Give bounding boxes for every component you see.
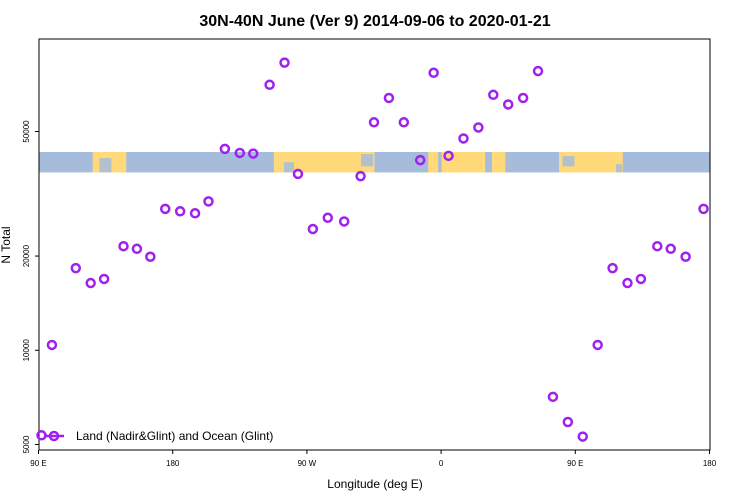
y-tick-label: 5000 [22, 435, 31, 453]
data-point [473, 122, 484, 133]
map-coast-detail [99, 158, 112, 173]
data-point [85, 277, 96, 289]
x-tick-label: 0 [439, 459, 444, 468]
data-point [680, 251, 691, 262]
map-coast-detail [361, 154, 374, 167]
map-coast-detail [616, 164, 623, 173]
data-point [307, 223, 319, 235]
y-tick-label: 20000 [22, 244, 31, 267]
data-point [70, 262, 82, 274]
data-point [322, 212, 334, 224]
data-point [279, 57, 290, 68]
data-point [292, 168, 304, 180]
data-point [622, 277, 633, 289]
x-axis-label: Longitude (deg E) [327, 477, 422, 491]
y-tick-label: 50000 [22, 120, 31, 143]
map-ocean-segment [374, 152, 429, 173]
data-point [46, 339, 58, 351]
data-point [247, 148, 259, 159]
data-point [174, 206, 186, 217]
plot-frame [38, 38, 711, 451]
data-point [488, 89, 499, 101]
data-point [635, 273, 647, 285]
data-point [532, 65, 544, 77]
legend: Land (Nadir&Glint) and Ocean (Glint) [44, 429, 273, 443]
data-point [383, 92, 395, 104]
x-tick-label: 180 [166, 459, 180, 468]
x-tick-label: 180 [703, 459, 717, 468]
map-ocean-segment [622, 152, 710, 173]
data-point [592, 339, 603, 351]
y-axis: 5000 10000 20000 50000 [22, 120, 39, 453]
chart-title: 30N-40N June (Ver 9) 2014-09-06 to 2020-… [199, 13, 550, 30]
data-point [562, 416, 574, 428]
map-ocean-segment [438, 152, 442, 173]
data-point [355, 170, 366, 182]
data-point [131, 243, 143, 255]
legend-label: Land (Nadir&Glint) and Ocean (Glint) [76, 429, 273, 443]
x-tick-label: 90 E [567, 459, 583, 468]
data-point [398, 117, 410, 128]
data-point [145, 251, 156, 262]
data-point [159, 203, 171, 215]
data-point [665, 243, 676, 255]
map-coast-detail [283, 162, 294, 173]
data-point [443, 150, 454, 162]
legend-marker [48, 430, 60, 442]
data-point [458, 133, 469, 144]
data-point [607, 262, 618, 274]
data-point [264, 79, 275, 91]
data-point [98, 273, 110, 285]
data-point [338, 216, 350, 227]
data-point [502, 99, 514, 110]
map-ocean-segment [508, 152, 560, 173]
map-coast-detail [136, 156, 145, 167]
data-point [118, 240, 129, 252]
data-point [428, 67, 439, 79]
x-tick-label: 90 W [298, 459, 317, 468]
y-tick-label: 10000 [22, 339, 31, 362]
map-coast-detail [562, 156, 575, 167]
data-point [414, 154, 426, 166]
data-point [189, 208, 201, 219]
data-point [219, 143, 231, 155]
data-point [652, 240, 663, 252]
world-map-band [39, 152, 710, 173]
map-ocean-segment [126, 152, 274, 173]
map-ocean-segment [505, 152, 509, 173]
x-axis: 90 E 180 90 W 0 90 E 180 [30, 450, 717, 468]
data-point [547, 391, 559, 403]
data-point [234, 147, 246, 159]
data-point [203, 196, 214, 207]
data-points [36, 57, 709, 442]
data-point [368, 117, 380, 128]
x-tick-label: 90 E [30, 459, 46, 468]
data-point [517, 92, 529, 104]
data-point [698, 203, 709, 215]
map-coast-detail [642, 156, 653, 169]
map-ocean-segment [485, 152, 492, 173]
map-ocean-segment [39, 152, 93, 173]
data-point [577, 431, 589, 442]
y-axis-label: N Total [0, 226, 13, 263]
